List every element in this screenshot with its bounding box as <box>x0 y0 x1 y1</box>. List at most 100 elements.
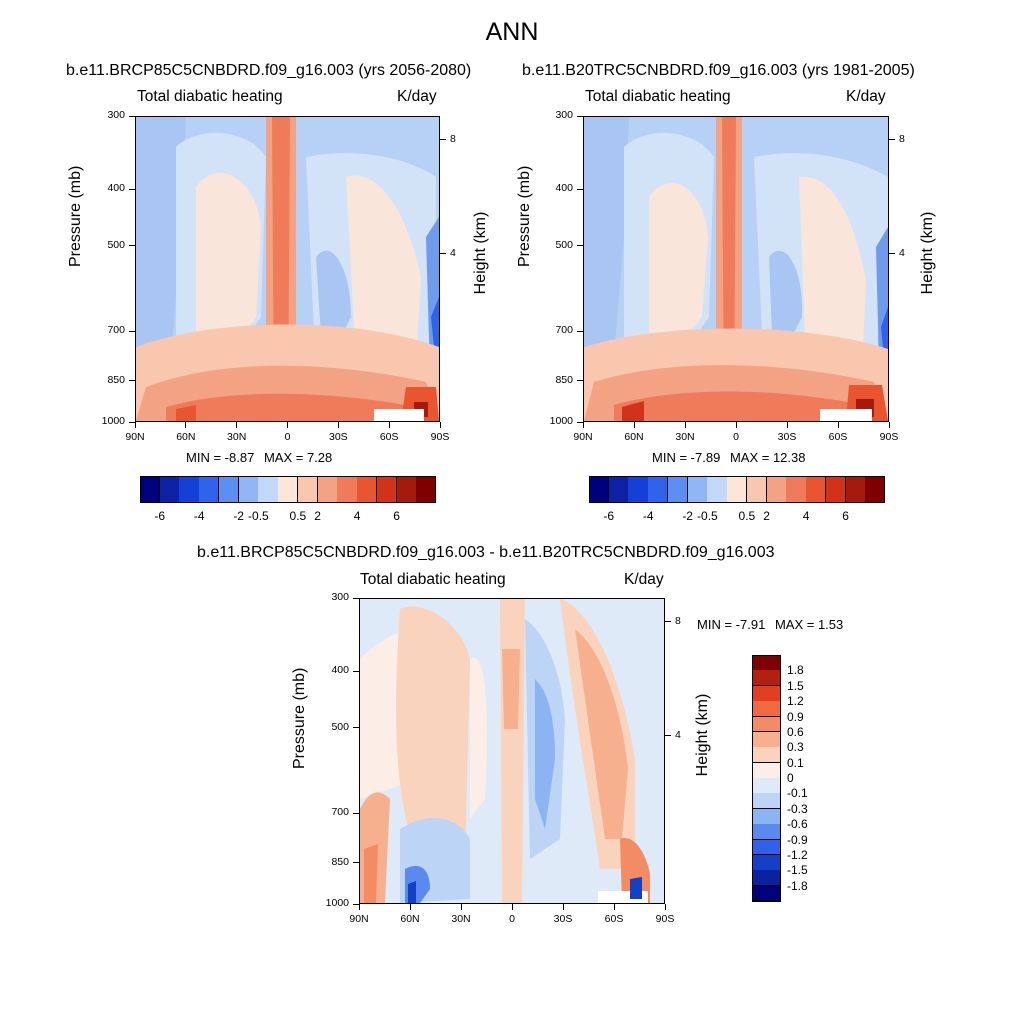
panel-3-xtick-label: 60N <box>400 913 420 925</box>
panel-1-ylabel-right: Height (km) <box>472 211 489 295</box>
panel-1-max-value: 7.28 <box>306 450 333 465</box>
panel-3-title: b.e11.BRCP85C5CNBDRD.f09_g16.003 - b.e11… <box>197 544 775 561</box>
panel-3-max-value: 1.53 <box>817 617 844 632</box>
panel-3-minmax: MIN = -7.91 MAX = 1.53 <box>697 617 843 632</box>
panel-1-minmax: MIN = -8.87 MAX = 7.28 <box>186 450 332 465</box>
panel-2-colorbar-swatch <box>648 476 669 503</box>
panel-2-xtick-label: 90N <box>573 431 593 443</box>
panel-1-colorbar-label: 6 <box>393 509 400 523</box>
panel-3-ytick <box>353 862 359 864</box>
panel-3-ytick-right-label: 4 <box>675 728 681 741</box>
panel-2-ytick <box>577 188 583 190</box>
panel-2-colorbar-swatch <box>628 476 649 503</box>
panel-3-colorbar-label: 0.9 <box>787 709 804 724</box>
panel-3-max-label: MAX = <box>774 617 815 632</box>
panel-3-ytick-right <box>665 735 671 737</box>
panel-2-colorbar-swatch <box>608 476 629 503</box>
panel-3-ylabel-right: Height (km) <box>694 693 711 777</box>
panel-1-max-label: MAX = <box>263 450 304 465</box>
panel-2-xtick <box>633 422 635 428</box>
panel-2-colorbar-label: -6 <box>603 509 615 523</box>
panel-2-ytick-right-label: 8 <box>899 132 905 145</box>
panel-3-ytick-right <box>665 621 671 623</box>
panel-1-colorbar-swatch <box>297 476 319 503</box>
panel-3-xtick-label: 0 <box>509 913 515 925</box>
panel-2-ytick-label: 700 <box>555 324 573 337</box>
panel-2-colorbar-swatch <box>766 476 787 503</box>
panel-2-colorbar-swatch <box>806 476 827 503</box>
panel-2-ytick <box>577 245 583 247</box>
panel-1-colorbar-label: -4 <box>193 509 205 523</box>
panel-2-ytick-label: 400 <box>555 182 573 195</box>
panel-3-xtick-label: 90N <box>349 913 369 925</box>
panel-2-colorbar-swatch <box>845 476 866 503</box>
panel-2-minmax: MIN = -7.89 MAX = 12.38 <box>652 450 805 465</box>
panel-2-heatmap <box>584 117 888 421</box>
panel-3-colorbar-label: -0.1 <box>787 786 808 801</box>
panel-1-title: b.e11.BRCP85C5CNBDRD.f09_g16.003 (yrs 20… <box>66 62 472 79</box>
panel-3-ylabel: Pressure (mb) <box>291 667 308 769</box>
figure-title: ANN <box>485 18 539 46</box>
panel-3-colorbar-label: -1.5 <box>787 863 808 878</box>
panel-1-subtitle-left: Total diabatic heating <box>137 88 283 105</box>
panel-1-ytick-label: 300 <box>107 109 125 121</box>
panel-1-colorbar-label: 0.5 <box>289 509 307 523</box>
panel-1-ytick-right <box>440 139 446 141</box>
panel-3-xtick <box>613 904 615 910</box>
panel-3-colorbar-frame <box>752 655 781 901</box>
panel-3-xtick-label: 30S <box>553 913 573 925</box>
panel-2-xtick <box>888 422 890 428</box>
panel-2-subtitle-left: Total diabatic heating <box>585 88 731 105</box>
panel-2-xtick-label: 0 <box>733 431 739 443</box>
panel-3-heatmap <box>360 599 664 903</box>
panel-3-ytick <box>353 903 359 905</box>
panel-2-colorbar-frame <box>589 476 885 503</box>
panel-1-xtick-label: 90N <box>125 431 145 443</box>
panel-3-colorbar-swatch <box>752 885 781 902</box>
panel-1-xtick-label: 30N <box>227 431 247 443</box>
panel-3-ytick-label: 1000 <box>325 897 349 909</box>
panel-1-xtick <box>236 422 238 428</box>
panel-3-xtick <box>460 904 462 910</box>
panel-1-plot-area <box>135 116 440 422</box>
panel-1-xtick <box>337 422 339 428</box>
panel-1-xtick-label: 60N <box>176 431 196 443</box>
panel-2-colorbar-swatch <box>825 476 847 503</box>
panel-1-ytick-label: 1000 <box>101 415 125 427</box>
panel-3-ytick-label: 700 <box>331 806 349 819</box>
panel-2-colorbar-swatch <box>707 476 728 503</box>
panel-3-colorbar-label: -0.9 <box>787 832 808 847</box>
panel-2-colorbar-label: -4 <box>642 509 654 523</box>
panel-2-colorbar-swatch <box>786 476 807 503</box>
panel-3-plot-area <box>359 598 665 904</box>
panel-3-xtick <box>409 904 411 910</box>
panel-3-xtick <box>358 904 360 910</box>
panel-2-xtick-label: 60N <box>624 431 644 443</box>
panel-3-ytick-right-label: 8 <box>675 614 681 627</box>
panel-2-min-label: MIN = <box>652 450 688 465</box>
panel-1-colorbar-swatch <box>159 476 180 503</box>
panel-3-subtitle-left: Total diabatic heating <box>360 571 506 588</box>
panel-3-ytick-label: 500 <box>331 720 349 733</box>
panel-1-ytick-label: 850 <box>107 373 125 386</box>
panel-3-xtick <box>511 904 513 910</box>
panel-2-xtick-label: 30S <box>777 431 797 443</box>
panel-1-xtick <box>388 422 390 428</box>
panel-3-ytick-label: 850 <box>331 855 349 868</box>
panel-2-colorbar-swatch <box>589 476 610 503</box>
panel-2-max-label: MAX = <box>729 450 770 465</box>
panel-2-ytick-label: 850 <box>555 373 573 386</box>
panel-1-xtick-label: 30S <box>328 431 348 443</box>
panel-3-subtitle-right: K/day <box>624 571 664 588</box>
panel-1-ytick <box>129 380 135 382</box>
panel-1-xtick <box>439 422 441 428</box>
panel-1-xtick <box>185 422 187 428</box>
panel-1-xtick <box>287 422 288 428</box>
panel-3-ytick-label: 400 <box>331 664 349 677</box>
panel-1-colorbar-swatch <box>337 476 358 503</box>
panel-1-colorbar-frame <box>140 476 436 503</box>
panel-1-colorbar-swatch <box>376 476 398 503</box>
panel-1-xtick-label: 90S <box>430 431 450 443</box>
panel-2-ytick <box>577 330 583 332</box>
panel-3-min-value: -7.91 <box>735 617 766 632</box>
